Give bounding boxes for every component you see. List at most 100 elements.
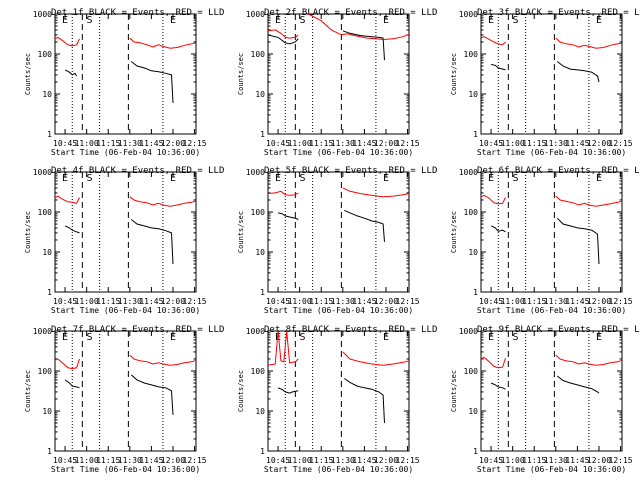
y-tick-label: 10 xyxy=(468,248,478,257)
x-tick-label: 11:30 xyxy=(544,456,568,465)
y-tick-label: 100 xyxy=(251,208,266,217)
x-tick-label: 10:45 xyxy=(266,297,290,306)
marker-label-e: E xyxy=(596,332,602,343)
x-tick-label: 10:45 xyxy=(266,139,290,148)
y-axis-label: Counts/sec xyxy=(450,211,458,253)
marker-label-e: E xyxy=(596,15,602,26)
y-tick-label: 1000 xyxy=(459,168,478,177)
panel-det-5: Det 5f BLACK = Events, RED = LLD 1 10 100 10… xyxy=(237,166,437,315)
events-series-line xyxy=(490,217,600,265)
panel-title: Det 7f BLACK = Events, RED = LLD xyxy=(51,325,224,335)
y-tick-label: 1000 xyxy=(246,10,265,19)
y-tick-label: 100 xyxy=(464,50,479,59)
x-tick-label: 12:00 xyxy=(374,456,398,465)
panel-title: Det 2f BLACK = Events, RED = LLD xyxy=(264,8,437,18)
y-tick-label: 100 xyxy=(38,50,53,59)
plot-frame xyxy=(267,330,410,452)
panel-det-6: Det 6f BLACK = Events, RED = LLD 1 10 100 10… xyxy=(450,166,640,315)
x-tick-label: 11:30 xyxy=(544,297,568,306)
y-tick-label: 100 xyxy=(38,208,53,217)
y-tick-label: 100 xyxy=(38,367,53,376)
y-tick-label: 10 xyxy=(255,90,265,99)
y-tick-label: 100 xyxy=(464,367,479,376)
marker-label-s: S xyxy=(87,15,93,26)
x-tick-label: 12:00 xyxy=(161,297,185,306)
x-axis-label: Start Time (06-Feb-04 10:36:00) xyxy=(477,306,626,315)
x-tick-label: 11:45 xyxy=(139,297,163,306)
plot-frame xyxy=(267,13,410,135)
x-tick-label: 12:00 xyxy=(587,456,611,465)
lld-series-line xyxy=(54,354,197,370)
panel-det-4: Det 4f BLACK = Events, RED = LLD 1 10 100 10… xyxy=(24,166,224,315)
x-tick-label: 12:15 xyxy=(396,297,420,306)
x-tick-label: 11:00 xyxy=(288,456,312,465)
panel-title: Det 8f BLACK = Events, RED = LLD xyxy=(264,325,437,335)
marker-label-s: S xyxy=(300,332,306,343)
y-tick-label: 10 xyxy=(468,407,478,416)
x-tick-label: 11:45 xyxy=(352,456,376,465)
lld-series-line xyxy=(54,195,197,207)
x-tick-label: 12:00 xyxy=(374,139,398,148)
x-axis-label: Start Time (06-Feb-04 10:36:00) xyxy=(477,148,626,157)
y-tick-label: 1000 xyxy=(246,168,265,177)
y-axis-label: Counts/sec xyxy=(450,53,458,95)
y-axis-label: Counts/sec xyxy=(237,211,245,253)
y-tick-label: 1 xyxy=(260,447,265,456)
x-axis-label: Start Time (06-Feb-04 10:36:00) xyxy=(264,306,413,315)
panel-det-7: Det 7f BLACK = Events, RED = LLD 1 10 100 10… xyxy=(24,325,224,474)
plot-frame xyxy=(267,171,410,293)
marker-label-e: E xyxy=(488,173,494,184)
events-series-line xyxy=(267,30,385,61)
panel-title: Det 4f BLACK = Events, RED = LLD xyxy=(51,166,224,176)
y-tick-label: 100 xyxy=(251,50,266,59)
y-tick-label: 1 xyxy=(473,288,478,297)
x-tick-label: 12:15 xyxy=(183,297,207,306)
x-tick-label: 11:45 xyxy=(352,297,376,306)
y-tick-label: 10 xyxy=(42,407,52,416)
marker-label-s: S xyxy=(513,332,519,343)
panel-title: Det 3f BLACK = Events, RED = LLD xyxy=(477,8,640,18)
x-tick-label: 12:15 xyxy=(396,456,420,465)
y-tick-label: 100 xyxy=(464,208,479,217)
y-tick-label: 1 xyxy=(47,447,52,456)
y-tick-label: 1 xyxy=(47,288,52,297)
panel-det-2: Det 2f BLACK = Events, RED = LLD 1 10 100 10… xyxy=(237,8,437,157)
x-tick-label: 11:15 xyxy=(522,139,546,148)
marker-label-s: S xyxy=(87,332,93,343)
x-tick-label: 11:00 xyxy=(501,456,525,465)
x-tick-label: 12:00 xyxy=(161,456,185,465)
x-tick-label: 11:15 xyxy=(96,456,120,465)
x-tick-label: 10:45 xyxy=(479,139,503,148)
y-tick-label: 1000 xyxy=(33,10,52,19)
y-axis-label: Counts/sec xyxy=(237,53,245,95)
x-tick-label: 10:45 xyxy=(53,456,77,465)
y-tick-label: 1000 xyxy=(246,327,265,336)
marker-label-e: E xyxy=(275,15,281,26)
marker-label-e: E xyxy=(62,332,68,343)
marker-label-e: E xyxy=(62,15,68,26)
x-tick-label: 12:00 xyxy=(587,297,611,306)
x-tick-label: 11:15 xyxy=(522,297,546,306)
lld-series-line xyxy=(480,36,623,49)
x-tick-label: 10:45 xyxy=(53,139,77,148)
marker-label-s: S xyxy=(513,173,519,184)
marker-label-e: E xyxy=(275,332,281,343)
x-tick-label: 11:15 xyxy=(96,139,120,148)
y-tick-label: 1 xyxy=(260,288,265,297)
x-tick-label: 10:45 xyxy=(479,297,503,306)
y-tick-label: 100 xyxy=(251,367,266,376)
events-series-line xyxy=(277,378,385,424)
marker-label-s: S xyxy=(300,173,306,184)
x-tick-label: 11:15 xyxy=(309,456,333,465)
marker-label-e: E xyxy=(170,332,176,343)
y-tick-label: 1 xyxy=(473,447,478,456)
y-tick-label: 10 xyxy=(255,248,265,257)
plot-frame xyxy=(480,171,623,293)
x-tick-label: 11:45 xyxy=(565,297,589,306)
x-tick-label: 11:00 xyxy=(501,297,525,306)
y-tick-label: 10 xyxy=(42,248,52,257)
x-tick-label: 11:30 xyxy=(544,139,568,148)
x-axis-label: Start Time (06-Feb-04 10:36:00) xyxy=(51,306,200,315)
y-tick-label: 1000 xyxy=(33,327,52,336)
